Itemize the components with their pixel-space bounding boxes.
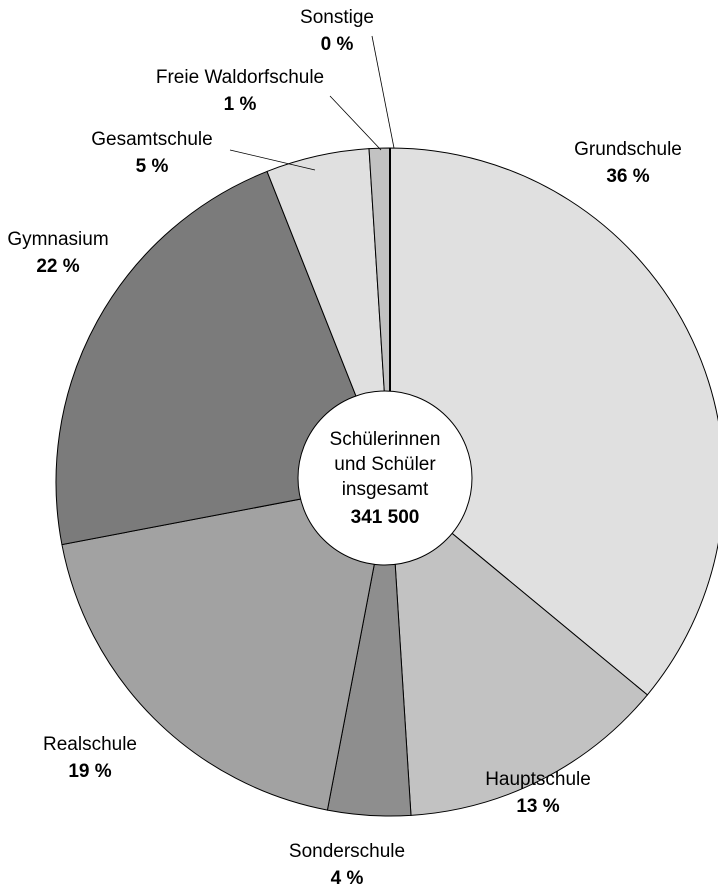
leader-line <box>329 95 382 151</box>
slice-label: Grundschule <box>574 139 682 160</box>
slice-label: Gesamtschule <box>91 129 212 150</box>
center-text: Schülerinnen <box>330 429 441 450</box>
value-label: 13 % <box>516 796 559 817</box>
value-label: 1 % <box>224 94 257 115</box>
center-circle <box>297 390 473 566</box>
slice-label: Sonstige <box>300 7 374 28</box>
value-label: 36 % <box>606 166 649 187</box>
slice <box>389 147 718 696</box>
center-text: und Schüler <box>334 454 436 475</box>
value-label: 19 % <box>68 761 111 782</box>
value-label: 5 % <box>136 156 169 177</box>
leader-line <box>371 35 395 149</box>
slice <box>389 480 649 816</box>
slice-label: Sonderschule <box>289 841 405 862</box>
center-total: 341 500 <box>351 507 420 528</box>
value-label: 22 % <box>36 256 79 277</box>
center-text: insgesamt <box>342 479 429 500</box>
value-label: 4 % <box>331 868 364 886</box>
slice-label: Gymnasium <box>7 229 108 250</box>
slice <box>61 481 391 811</box>
slice-label: Freie Waldorfschule <box>156 67 324 88</box>
slice-label: Hauptschule <box>485 769 591 790</box>
value-label: 0 % <box>321 34 354 55</box>
leader-line <box>229 149 316 171</box>
slice-label: Realschule <box>43 734 137 755</box>
